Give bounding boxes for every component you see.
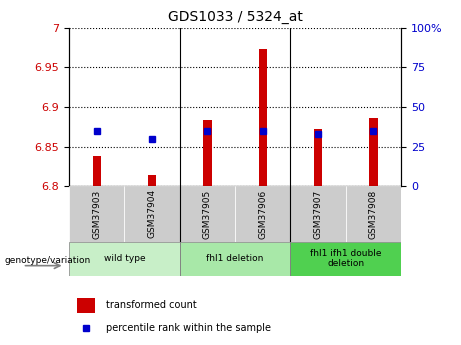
Bar xyxy=(69,186,124,242)
Text: GSM37908: GSM37908 xyxy=(369,189,378,238)
Bar xyxy=(77,298,95,313)
Bar xyxy=(259,49,267,186)
Text: wild type: wild type xyxy=(104,254,145,263)
Bar xyxy=(369,118,378,186)
Bar xyxy=(290,241,401,276)
Text: percentile rank within the sample: percentile rank within the sample xyxy=(106,323,271,333)
Text: GSM37905: GSM37905 xyxy=(203,189,212,238)
Bar xyxy=(180,241,290,276)
Bar xyxy=(314,129,322,186)
Bar xyxy=(290,186,346,242)
Text: genotype/variation: genotype/variation xyxy=(5,256,91,265)
Text: GSM37906: GSM37906 xyxy=(258,189,267,238)
Bar xyxy=(346,186,401,242)
Bar xyxy=(148,175,156,186)
Text: fhl1 ifh1 double
deletion: fhl1 ifh1 double deletion xyxy=(310,249,382,268)
Bar xyxy=(180,186,235,242)
Bar xyxy=(235,186,290,242)
Text: GSM37903: GSM37903 xyxy=(92,189,101,238)
Title: GDS1033 / 5324_at: GDS1033 / 5324_at xyxy=(168,10,302,24)
Bar xyxy=(124,186,180,242)
Bar xyxy=(69,241,180,276)
Text: GSM37904: GSM37904 xyxy=(148,189,157,238)
Text: GSM37907: GSM37907 xyxy=(313,189,323,238)
Text: fhl1 deletion: fhl1 deletion xyxy=(207,254,264,263)
Text: transformed count: transformed count xyxy=(106,300,197,310)
Bar xyxy=(203,120,212,186)
Bar xyxy=(93,156,101,186)
